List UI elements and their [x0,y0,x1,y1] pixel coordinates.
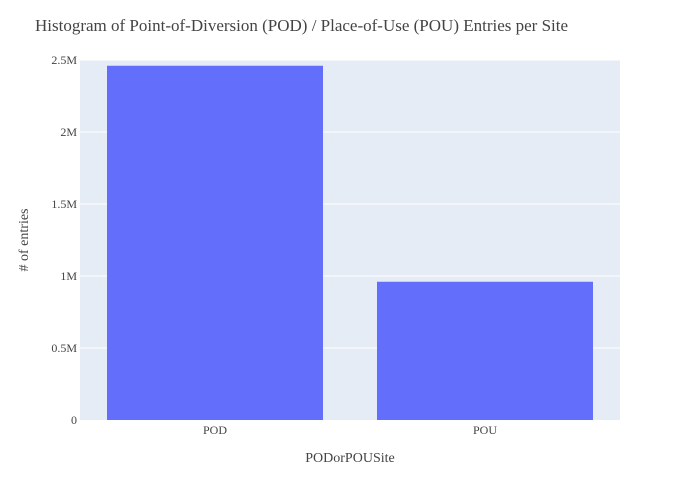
x-axis-title: PODorPOUSite [305,451,394,466]
x-tick-label: POU [473,423,497,437]
y-tick-label: 1.5M [51,197,77,211]
bar-pou[interactable] [377,281,593,420]
y-tick-label: 2M [60,125,77,139]
y-axis-title: # of entries [17,209,32,272]
x-tick-labels: POD POU [203,423,497,437]
x-tick-label: POD [203,423,227,437]
y-tick-labels: 0 0.5M 1M 1.5M 2M 2.5M [51,53,77,427]
y-tick-label: 1M [60,269,77,283]
bars [107,65,593,420]
y-tick-label: 0.5M [51,341,77,355]
chart-title: Histogram of Point-of-Diversion (POD) / … [35,16,568,35]
bar-pod[interactable] [107,65,323,420]
y-tick-label: 2.5M [51,53,77,67]
y-tick-label: 0 [71,413,77,427]
